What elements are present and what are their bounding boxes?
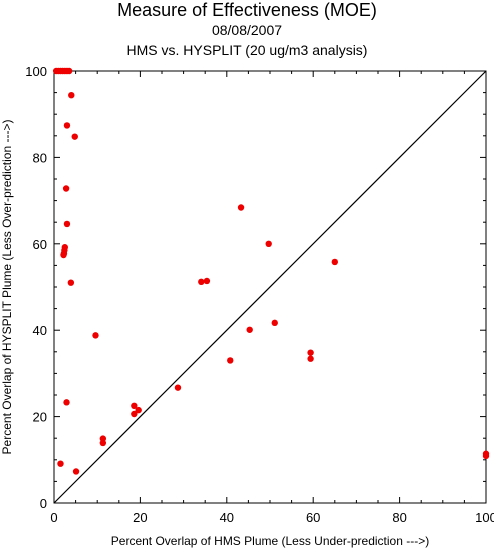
data-point bbox=[65, 67, 73, 75]
chart-date: 08/08/2007 bbox=[211, 22, 283, 38]
data-points bbox=[52, 67, 490, 475]
data-point bbox=[227, 357, 234, 364]
x-tick-label: 100 bbox=[475, 510, 494, 525]
one-to-one-line bbox=[53, 70, 487, 504]
data-point bbox=[135, 406, 142, 414]
y-axis-label: Percent Overlap of HYSPLIT Plume (Less O… bbox=[0, 120, 14, 455]
data-point bbox=[62, 185, 70, 192]
data-point bbox=[63, 220, 71, 228]
chart-title: Measure of Effectiveness (MOE) bbox=[117, 0, 377, 20]
data-point bbox=[131, 410, 138, 418]
data-point bbox=[198, 278, 205, 286]
x-tick-label: 80 bbox=[392, 510, 406, 525]
data-point bbox=[99, 439, 107, 447]
y-tick-label: 60 bbox=[33, 237, 47, 252]
data-point bbox=[131, 402, 138, 409]
data-point bbox=[67, 279, 75, 286]
chart-subtitle: HMS vs. HYSPLIT (20 ug/m3 analysis) bbox=[126, 42, 368, 58]
data-point bbox=[237, 204, 245, 211]
data-point bbox=[60, 251, 67, 259]
y-tick-label: 40 bbox=[33, 323, 47, 338]
data-point bbox=[271, 319, 278, 327]
data-point bbox=[72, 468, 80, 475]
data-point bbox=[307, 349, 314, 356]
y-tick-label: 100 bbox=[25, 64, 47, 79]
x-tick-label: 40 bbox=[220, 510, 234, 525]
data-point bbox=[246, 326, 253, 333]
y-axis-ticks: 0 20 40 60 80 100 bbox=[25, 64, 486, 511]
data-point bbox=[57, 460, 64, 467]
data-point bbox=[203, 277, 211, 285]
data-point bbox=[265, 240, 272, 247]
x-axis-label: Percent Overlap of HMS Plume (Less Under… bbox=[111, 534, 429, 548]
data-point bbox=[71, 133, 78, 140]
data-point bbox=[307, 355, 314, 362]
y-tick-label: 0 bbox=[40, 496, 47, 511]
x-tick-label: 0 bbox=[50, 510, 57, 525]
x-tick-label: 60 bbox=[306, 510, 320, 525]
x-axis-ticks: 0 20 40 60 80 100 bbox=[50, 71, 494, 525]
data-point bbox=[63, 122, 71, 129]
data-point bbox=[331, 258, 338, 266]
data-point bbox=[174, 384, 182, 391]
data-point bbox=[63, 399, 70, 406]
y-tick-label: 20 bbox=[33, 410, 47, 425]
data-point bbox=[482, 452, 490, 460]
y-tick-label: 80 bbox=[33, 150, 47, 165]
data-point bbox=[92, 332, 99, 339]
x-tick-label: 20 bbox=[133, 510, 147, 525]
data-point bbox=[68, 91, 75, 99]
